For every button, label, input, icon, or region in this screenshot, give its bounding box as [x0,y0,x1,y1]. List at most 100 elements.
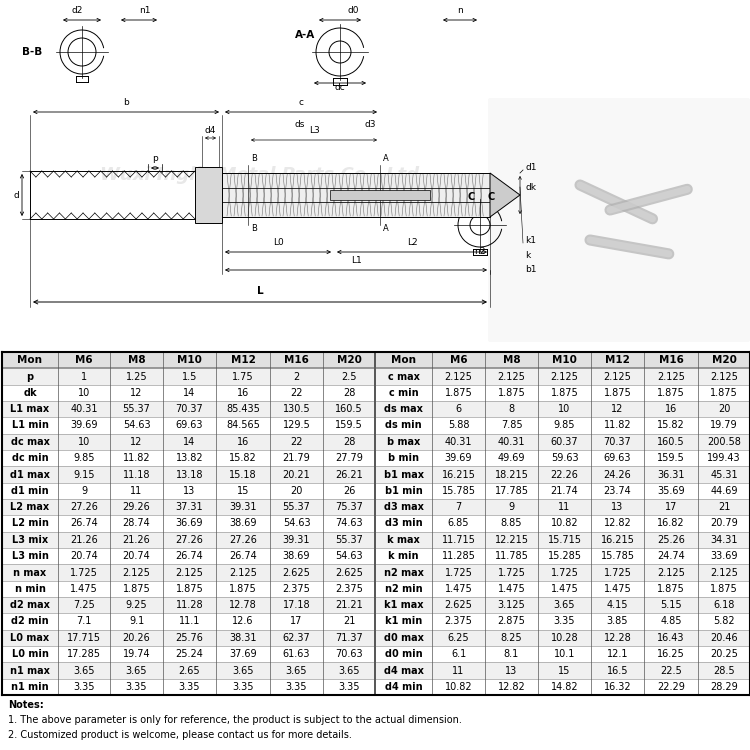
Text: 12.82: 12.82 [604,518,632,529]
Text: 14: 14 [183,388,196,398]
Text: 24.74: 24.74 [657,551,685,561]
Text: 17.785: 17.785 [494,486,529,496]
Text: 1.5: 1.5 [182,371,197,382]
Text: d3: d3 [364,120,376,129]
Text: 20.79: 20.79 [710,518,738,529]
Bar [2,532,375,548]
Text: 26.74: 26.74 [230,551,256,561]
Text: d2: d2 [71,6,82,15]
Text: 6.1: 6.1 [451,650,466,659]
Text: n1 max: n1 max [10,665,50,676]
Text: 16.215: 16.215 [601,535,634,544]
Text: 199.43: 199.43 [707,453,741,464]
Text: 16.43: 16.43 [657,633,685,643]
Text: 39.69: 39.69 [70,421,98,430]
Text: 9.1: 9.1 [129,616,144,626]
Text: M10: M10 [177,356,202,365]
Text: 15.785: 15.785 [601,551,634,561]
Bar [375,352,750,368]
Text: 2.625: 2.625 [335,568,363,578]
Text: 1.875: 1.875 [710,584,738,594]
Bar [2,564,375,580]
Bar [2,630,375,646]
Text: 10: 10 [78,436,90,447]
Text: 25.26: 25.26 [657,535,685,544]
Text: n2 min: n2 min [385,584,422,594]
Bar [375,401,750,417]
Text: 12.215: 12.215 [494,535,529,544]
Text: L2: L2 [406,238,417,247]
Text: 21: 21 [718,503,730,512]
Text: 1.875: 1.875 [498,388,525,398]
Text: 1.725: 1.725 [550,568,578,578]
Text: 21.79: 21.79 [283,453,310,464]
Text: 3.35: 3.35 [286,682,308,692]
Text: 9.25: 9.25 [126,600,147,610]
Text: 10: 10 [558,404,571,414]
Text: Mon: Mon [17,356,43,365]
Text: 74.63: 74.63 [335,518,363,529]
Text: 1.475: 1.475 [445,584,472,594]
Text: L2 min: L2 min [11,518,49,529]
Bar [375,499,750,515]
Text: c min: c min [388,388,418,398]
Text: 59.63: 59.63 [550,453,578,464]
Text: 1.475: 1.475 [550,584,578,594]
Text: 69.63: 69.63 [604,453,632,464]
Text: b1: b1 [525,265,536,274]
Bar [2,466,375,483]
Text: 8.85: 8.85 [501,518,522,529]
Bar [2,499,375,515]
Text: d2 max: d2 max [10,600,50,610]
Bar [2,580,375,597]
Bar [375,580,750,597]
Text: 5.15: 5.15 [660,600,682,610]
Text: n max: n max [13,568,46,578]
Bar [375,385,750,401]
Text: 36.31: 36.31 [657,470,685,479]
Text: b max: b max [387,436,420,447]
Text: 7.25: 7.25 [74,600,94,610]
Bar [2,662,375,679]
Text: c: c [298,98,304,107]
Text: 2.125: 2.125 [445,371,472,382]
Text: 22.5: 22.5 [660,665,682,676]
Text: 33.69: 33.69 [710,551,738,561]
Text: 11.785: 11.785 [494,551,529,561]
Text: 16.5: 16.5 [607,665,628,676]
Text: 12.28: 12.28 [604,633,632,643]
Text: 22: 22 [290,436,303,447]
Text: 11: 11 [558,503,571,512]
Text: n2 max: n2 max [383,568,424,578]
Text: 15: 15 [237,486,249,496]
Text: L1 max: L1 max [10,404,50,414]
Text: 6: 6 [455,404,461,414]
Text: 20: 20 [718,404,730,414]
Text: ds max: ds max [384,404,423,414]
Text: 8.1: 8.1 [504,650,519,659]
Bar [222,173,490,217]
Text: p: p [152,154,157,163]
Text: L2 max: L2 max [10,503,50,512]
Text: 12.6: 12.6 [232,616,254,626]
Text: 20.46: 20.46 [710,633,738,643]
Bar [375,417,750,434]
Text: 70.37: 70.37 [176,404,203,414]
Text: 28: 28 [343,436,355,447]
Text: dc min: dc min [12,453,48,464]
Text: 1.875: 1.875 [445,388,472,398]
Text: k1 min: k1 min [385,616,422,626]
Text: 37.69: 37.69 [230,650,256,659]
Text: 1.725: 1.725 [497,568,526,578]
Text: 13.18: 13.18 [176,470,203,479]
Bar [2,614,375,630]
Text: 2.375: 2.375 [283,584,310,594]
Text: A-A: A-A [295,30,315,40]
Text: 16: 16 [664,404,677,414]
Text: d3 min: d3 min [385,518,422,529]
Text: 11.82: 11.82 [604,421,632,430]
Text: A: A [383,154,388,163]
Text: 26.74: 26.74 [70,518,98,529]
Text: 54.63: 54.63 [283,518,310,529]
Text: 12.1: 12.1 [607,650,628,659]
